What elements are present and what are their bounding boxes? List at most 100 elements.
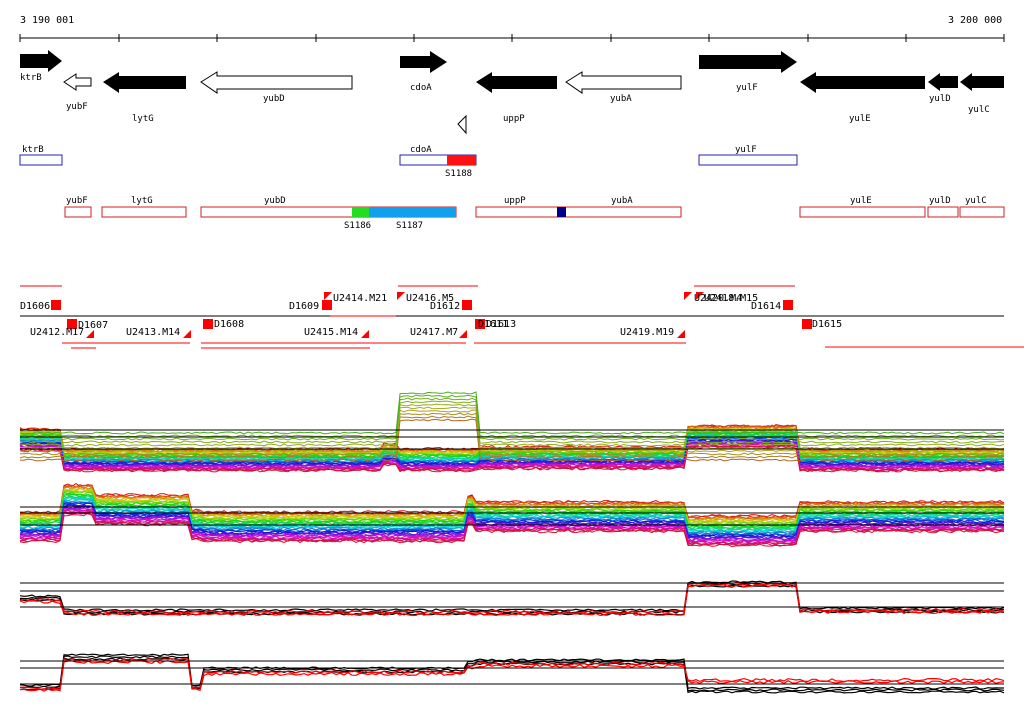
gene-label-yubA: yubA [610, 94, 632, 104]
tu-label-D1609[interactable]: D1609 [289, 301, 319, 312]
expression-profile-line [19, 397, 1005, 441]
gene-arrow-cdoA[interactable] [400, 51, 447, 73]
gene-label-yulC: yulC [968, 105, 990, 115]
expression-profile-line [19, 583, 1005, 617]
expression-profile-line [19, 485, 1005, 521]
gene-arrow-yulD[interactable] [928, 73, 958, 91]
tu-label-D1607[interactable]: D1607 [78, 320, 108, 331]
box-label-yubD: yubD [264, 196, 286, 206]
expression-profile-line [19, 659, 1005, 692]
expression-profile-line [19, 415, 1005, 459]
expression-profile-line [19, 439, 1005, 467]
expression-profile-line [19, 403, 1005, 447]
gene-arrow-yulE[interactable] [800, 72, 925, 93]
gene-arrow-yubD[interactable] [200, 71, 353, 94]
gene-label-lytG: lytG [132, 114, 154, 124]
tu-label-U2420-M4[interactable]: U2420.M4 [694, 293, 742, 304]
gene-label-uppP: uppP [503, 114, 525, 124]
tu-label-D1608[interactable]: D1608 [214, 319, 244, 330]
gene-arrow-uppP[interactable] [476, 72, 557, 93]
box-label-yulC: yulC [965, 196, 987, 206]
expression-profile-line [19, 441, 1005, 469]
feature-S1186[interactable] [352, 207, 369, 217]
box-label-ktrB: ktrB [22, 145, 44, 155]
gene-label-yulE: yulE [849, 114, 871, 124]
expression-profile-line [19, 394, 1005, 438]
tu-label-U2413-M14[interactable]: U2413.M14 [126, 327, 180, 338]
feature-dark-marker[interactable] [557, 207, 566, 217]
box-label-uppP: uppP [504, 196, 526, 206]
tu-label-D1614[interactable]: D1614 [751, 301, 781, 312]
expression-profile-line [19, 409, 1005, 453]
feature-label-S1188: S1188 [445, 169, 472, 179]
ruler-start-label: 3 190 001 [20, 15, 74, 26]
feature-S1187[interactable] [369, 207, 456, 217]
transcription-units-track: D1606 U2414.M21 D1609 U2416.M5 D1612 U24… [20, 285, 1024, 349]
gene-box-yulD[interactable] [927, 206, 959, 218]
small-open-arrow [457, 114, 467, 135]
tu-label-U2418-M15[interactable]: U2418.M15 [704, 293, 758, 304]
box-label-yubA: yubA [611, 196, 633, 206]
gene-label-yubF: yubF [66, 102, 88, 112]
tu-label-D1613[interactable]: D1613 [486, 319, 516, 330]
gene-label-cdoA: cdoA [410, 83, 432, 93]
gene-box-ktrB[interactable] [19, 154, 63, 166]
expression-profile-line [19, 424, 1005, 452]
expression-profile-line [19, 653, 1004, 690]
gene-box-yulE[interactable] [799, 206, 926, 218]
gene-box-yulF[interactable] [698, 154, 798, 166]
box-label-yulD: yulD [929, 196, 951, 206]
gene-arrow-yubA[interactable] [565, 71, 682, 94]
gene-arrow-yulF[interactable] [699, 51, 797, 73]
minus-strand-track: yubF lytG yubD S1186 S1187 uppP yubA yul… [64, 196, 1005, 231]
box-label-yulE: yulE [850, 196, 872, 206]
tu-label-U2417-M7[interactable]: U2417.M7 [410, 327, 458, 338]
box-label-yubF: yubF [66, 196, 88, 206]
gene-label-ktrB: ktrB [20, 73, 42, 83]
gene-arrow-track: ktrB yubF lytG yubD cdoA uppP yubA yulF … [20, 50, 1004, 135]
expression-panel-minus-summary [19, 653, 1005, 694]
tu-label-D1611[interactable]: D1611 [478, 319, 508, 330]
gene-box-yubF[interactable] [64, 206, 92, 218]
box-label-cdoA: cdoA [410, 145, 432, 155]
expression-profile-line [19, 499, 1005, 534]
gene-label-yulF: yulF [736, 83, 758, 93]
feature-S1188[interactable] [447, 155, 476, 165]
box-label-lytG: lytG [131, 196, 153, 206]
expression-profile-line [19, 580, 1005, 612]
expression-profile-line [20, 492, 1005, 528]
plus-strand-track: ktrB cdoA S1188 yulF [19, 145, 798, 179]
tu-label-U2414-M21[interactable]: U2414.M21 [333, 293, 387, 304]
gene-arrow-lytG[interactable] [103, 72, 186, 93]
box-label-yulF: yulF [735, 145, 757, 155]
expression-profile-line [19, 512, 1005, 548]
expression-panel-plus-conditions [19, 391, 1005, 473]
coordinate-ruler: 3 190 001 3 200 000 [19, 15, 1005, 42]
gene-arrow-yubF[interactable] [63, 73, 92, 91]
expression-profile-line [19, 391, 1005, 435]
tu-label-U2412-M17[interactable]: U2412.M17 [30, 327, 84, 338]
gene-arrow-ktrB[interactable] [20, 50, 62, 72]
tu-label-U2419-M19[interactable]: U2419.M19 [620, 327, 674, 338]
gene-arrow-yulC[interactable] [960, 73, 1004, 91]
tu-label-U2416-M5[interactable]: U2416.M5 [406, 293, 454, 304]
expression-panel-minus-conditions [19, 483, 1005, 548]
gene-box-uppP-yubA[interactable] [475, 206, 682, 218]
gene-box-yulC[interactable] [959, 206, 1005, 218]
ruler-end-label: 3 200 000 [948, 15, 1002, 26]
expression-profile-line [20, 412, 1005, 456]
expression-profile-line [19, 429, 1005, 457]
expression-profile-line [19, 400, 1004, 444]
tu-label-U2415-M14[interactable]: U2415.M14 [304, 327, 358, 338]
tu-label-D1612[interactable]: D1612 [430, 301, 460, 312]
gene-box-lytG[interactable] [101, 206, 187, 218]
tu-label-D1615[interactable]: D1615 [812, 319, 842, 330]
gene-label-yulD: yulD [929, 94, 951, 104]
expression-panel-plus-summary [19, 580, 1005, 617]
gene-label-yubD: yubD [263, 94, 285, 104]
expression-profile-line [19, 494, 1005, 529]
expression-profile-line [19, 489, 1004, 525]
expression-profile-line [19, 657, 1005, 691]
tu-label-D1606[interactable]: D1606 [20, 301, 50, 312]
